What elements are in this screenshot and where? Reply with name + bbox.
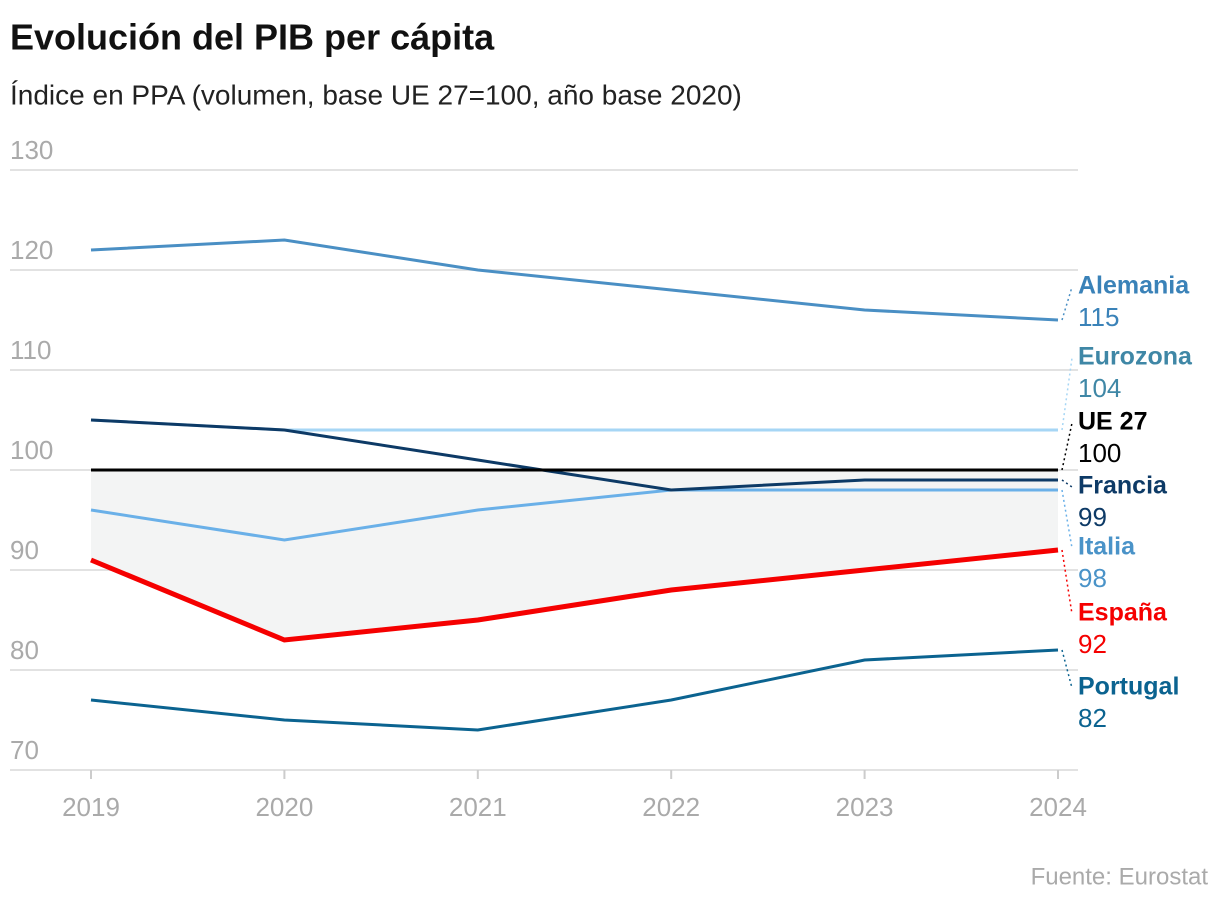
y-tick-label: 120 bbox=[10, 235, 53, 265]
legend-label: Italia bbox=[1078, 533, 1136, 561]
leader bbox=[1061, 649, 1073, 689]
chart-title: Evolución del PIB per cápita bbox=[10, 17, 495, 58]
end-value-label: 92 bbox=[1078, 629, 1107, 659]
legend-label: Francia bbox=[1078, 472, 1168, 500]
x-tick-label: 2023 bbox=[836, 792, 894, 822]
end-value-label: 98 bbox=[1078, 563, 1107, 593]
leader bbox=[1061, 549, 1073, 615]
x-tick-label: 2020 bbox=[255, 792, 313, 822]
y-tick-label: 110 bbox=[10, 335, 51, 365]
leader bbox=[1061, 357, 1073, 431]
y-tick-label: 90 bbox=[10, 535, 39, 565]
source: Fuente: Eurostat bbox=[1031, 863, 1209, 890]
x-tick-label: 2019 bbox=[62, 792, 120, 822]
line bbox=[90, 648, 1059, 732]
leader bbox=[1061, 422, 1073, 471]
end-value-label: 99 bbox=[1078, 502, 1107, 532]
line bbox=[90, 547, 1059, 643]
leader bbox=[1061, 489, 1073, 549]
line bbox=[90, 488, 1058, 542]
x-tick-label: 2022 bbox=[642, 792, 700, 822]
legend-label: UE 27 bbox=[1078, 408, 1147, 436]
end-value-label: 104 bbox=[1078, 373, 1121, 403]
x-tick-label: 2021 bbox=[449, 792, 507, 822]
y-tick-label: 80 bbox=[10, 635, 39, 665]
leader bbox=[1061, 479, 1073, 488]
leader bbox=[1061, 286, 1073, 321]
legend-label: España bbox=[1078, 599, 1168, 627]
end-value-label: 82 bbox=[1078, 703, 1107, 733]
line bbox=[90, 418, 1058, 492]
legend-label: Alemania bbox=[1078, 272, 1190, 300]
chart-subtitle: Índice en PPA (volumen, base UE 27=100, … bbox=[10, 79, 742, 110]
legend-label: Eurozona bbox=[1078, 343, 1193, 371]
shaded-area bbox=[91, 470, 1058, 640]
legend-label: Portugal bbox=[1078, 673, 1179, 701]
end-value-label: 100 bbox=[1078, 438, 1121, 468]
y-tick-label: 100 bbox=[10, 435, 53, 465]
line bbox=[90, 238, 1059, 322]
y-tick-label: 70 bbox=[10, 735, 39, 765]
x-tick-label: 2024 bbox=[1029, 792, 1087, 822]
end-value-label: 115 bbox=[1078, 302, 1119, 332]
y-tick-label: 130 bbox=[10, 135, 53, 165]
